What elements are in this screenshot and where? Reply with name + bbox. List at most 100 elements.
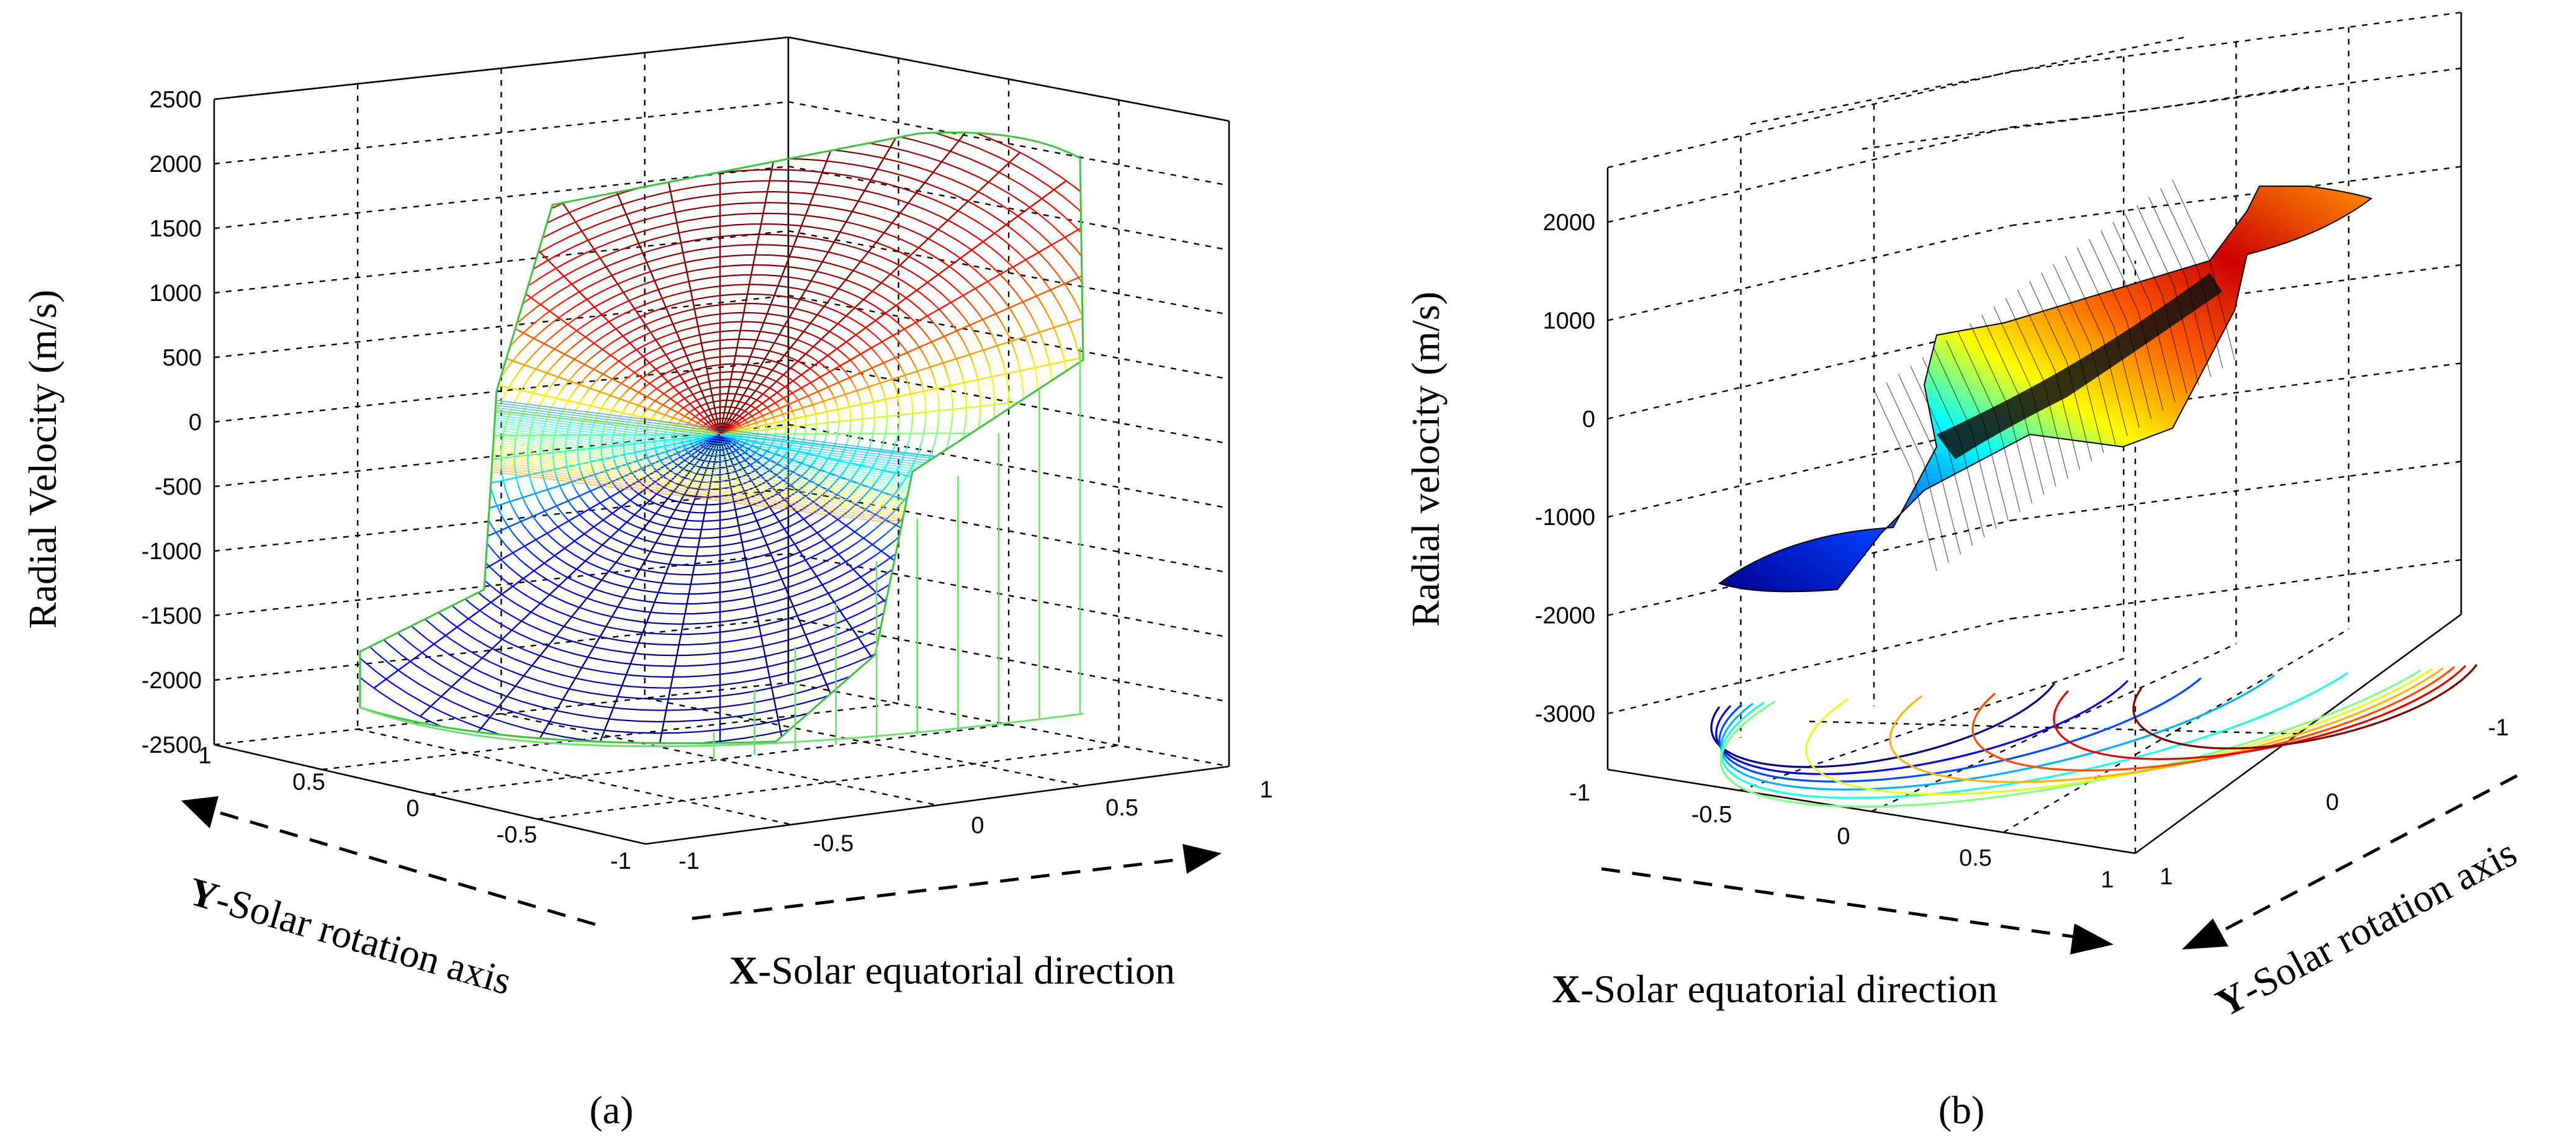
panel-a-caption: (a): [589, 1088, 633, 1132]
gridline-z: [1607, 126, 2012, 223]
surface-mesh-line: [1971, 429, 1997, 529]
contour-line: [1889, 667, 2444, 783]
panel-b-y-tick-labels: -1 0 1: [2159, 715, 2508, 890]
contour-line: [2132, 664, 2478, 750]
surface-mesh-line: [1923, 463, 1949, 563]
contour-line: [1720, 675, 2275, 791]
mesh-band: [471, 406, 1006, 476]
gridline-z: [788, 552, 1230, 639]
panel-b-y-dashed-arrow-line: [2221, 774, 2518, 933]
mesh-spoke: [472, 434, 721, 740]
panel-a-y-arrowhead: [181, 796, 218, 828]
mesh-spoke: [360, 433, 721, 532]
z-tick-label: -3000: [1535, 701, 1595, 727]
panel-a-y-axis-label: Y-Solar rotation axis: [184, 869, 516, 1003]
contour-line: [1710, 683, 2056, 768]
surface-mesh-line: [2173, 285, 2200, 385]
surface-mesh-line: [2090, 344, 2116, 445]
gridline-z: [214, 101, 789, 165]
gridline-floor: [501, 712, 938, 806]
axis-edge: [214, 36, 789, 101]
mesh-spoke: [719, 132, 786, 435]
y-tick-label: 1: [2159, 864, 2173, 890]
gridline-z: [788, 165, 1230, 251]
panel-a-z-axis-label: Radial Velocity (m/s): [20, 290, 65, 629]
panel-b-x-arrowhead: [2070, 923, 2114, 954]
gridline-floor: [538, 745, 1119, 820]
surface-mesh-line: [2076, 247, 2115, 329]
surface-mesh-line: [1947, 446, 1973, 546]
gridline-z: [214, 681, 789, 746]
panel-b-y-arrowhead: [2182, 918, 2228, 949]
mesh-spoke: [719, 213, 1083, 436]
panel-a-y-dashed-arrow-line: [220, 811, 597, 927]
gridline-floor: [357, 728, 792, 825]
panel-a-axes-box: [213, 36, 1230, 845]
mesh-band: [471, 441, 1006, 511]
gridline-z: [214, 552, 789, 617]
mesh-spoke: [719, 151, 1021, 435]
surface-mesh-line: [2054, 370, 2081, 470]
surface-mesh-line: [2185, 277, 2212, 377]
axis-edge: [645, 765, 1230, 845]
mesh-spoke: [719, 384, 1083, 436]
contour-line: [1715, 680, 2129, 775]
panel-a-y-tick-labels: 1 0.5 0 -0.5 -1: [198, 743, 631, 874]
axis-edge: [1607, 768, 2136, 855]
mesh-spoke: [719, 132, 850, 435]
gridline-z: [214, 294, 789, 359]
mesh-band: [471, 444, 1006, 513]
panel-a-surface-outline: [359, 131, 1084, 745]
panel-b-x-dashed-arrow-line: [1601, 867, 2077, 939]
panel-b-x-tick-labels: -1 -0.5 0 0.5 1: [1569, 780, 2114, 893]
surface-mesh-line: [1994, 412, 2021, 512]
surface-mesh-line: [2161, 294, 2187, 394]
mesh-spoke: [719, 431, 1083, 436]
mesh-band: [471, 431, 1006, 501]
panel-b-shaded-surface: [1718, 179, 2373, 593]
x-tick-label: 0: [1837, 824, 1850, 850]
surface-mesh-line: [2005, 298, 2043, 379]
surface-mesh-line: [1898, 374, 1937, 456]
z-tick-label: 2000: [149, 151, 202, 177]
x-tick-label: 0.5: [1106, 795, 1138, 821]
surface-mesh-line: [2138, 311, 2164, 411]
mesh-spoke: [529, 434, 721, 743]
gridline-z: [214, 359, 789, 423]
surface-mesh-line: [2172, 179, 2210, 261]
contour-line: [1804, 668, 2433, 796]
mesh-spoke: [373, 434, 721, 689]
mesh-spoke: [719, 132, 911, 435]
mesh-band: [471, 399, 1006, 469]
mesh-band: [471, 404, 1006, 474]
mesh-band: [471, 416, 1006, 486]
surface-mesh-line: [2124, 213, 2163, 295]
mesh-spoke: [719, 251, 1083, 436]
contour-line: [1719, 669, 2421, 808]
mesh-band: [471, 446, 1006, 516]
panel-b-z-tick-labels: 2000 1000 0 -1000 -2000 -3000: [1535, 210, 1595, 727]
y-tick-label: 1: [198, 743, 211, 769]
curtain-base: [359, 706, 1084, 748]
gridline-z: [1607, 617, 2012, 715]
gridline-z: [214, 423, 789, 488]
mesh-spoke: [419, 434, 721, 717]
panel-a-gridlines: [214, 36, 1230, 825]
y-tick-label: -0.5: [497, 822, 537, 848]
panel-a-x-tick-labels: -1 -0.5 0 0.5 1: [678, 777, 1272, 874]
surface-mesh-line: [2125, 320, 2152, 420]
surface-mesh-line: [1981, 315, 2020, 396]
surface-mesh-line: [2041, 272, 2079, 354]
gridline-z: [214, 165, 789, 230]
panel-a-x-axis-label: X-Solar equatorial direction: [729, 948, 1175, 992]
surface-mesh-line: [1911, 471, 1937, 572]
surface-mesh-line: [2101, 230, 2139, 312]
mesh-spoke: [719, 132, 968, 435]
gridline-floor: [430, 724, 1009, 796]
z-tick-label: 1500: [149, 216, 202, 242]
mesh-spoke: [719, 180, 1067, 435]
y-tick-label: 0.5: [292, 770, 325, 796]
z-tick-label: 2000: [1542, 210, 1595, 236]
x-tick-label: -1: [678, 848, 700, 874]
panel-b-z-axis-label: Radial velocity (m/s): [1403, 292, 1448, 627]
